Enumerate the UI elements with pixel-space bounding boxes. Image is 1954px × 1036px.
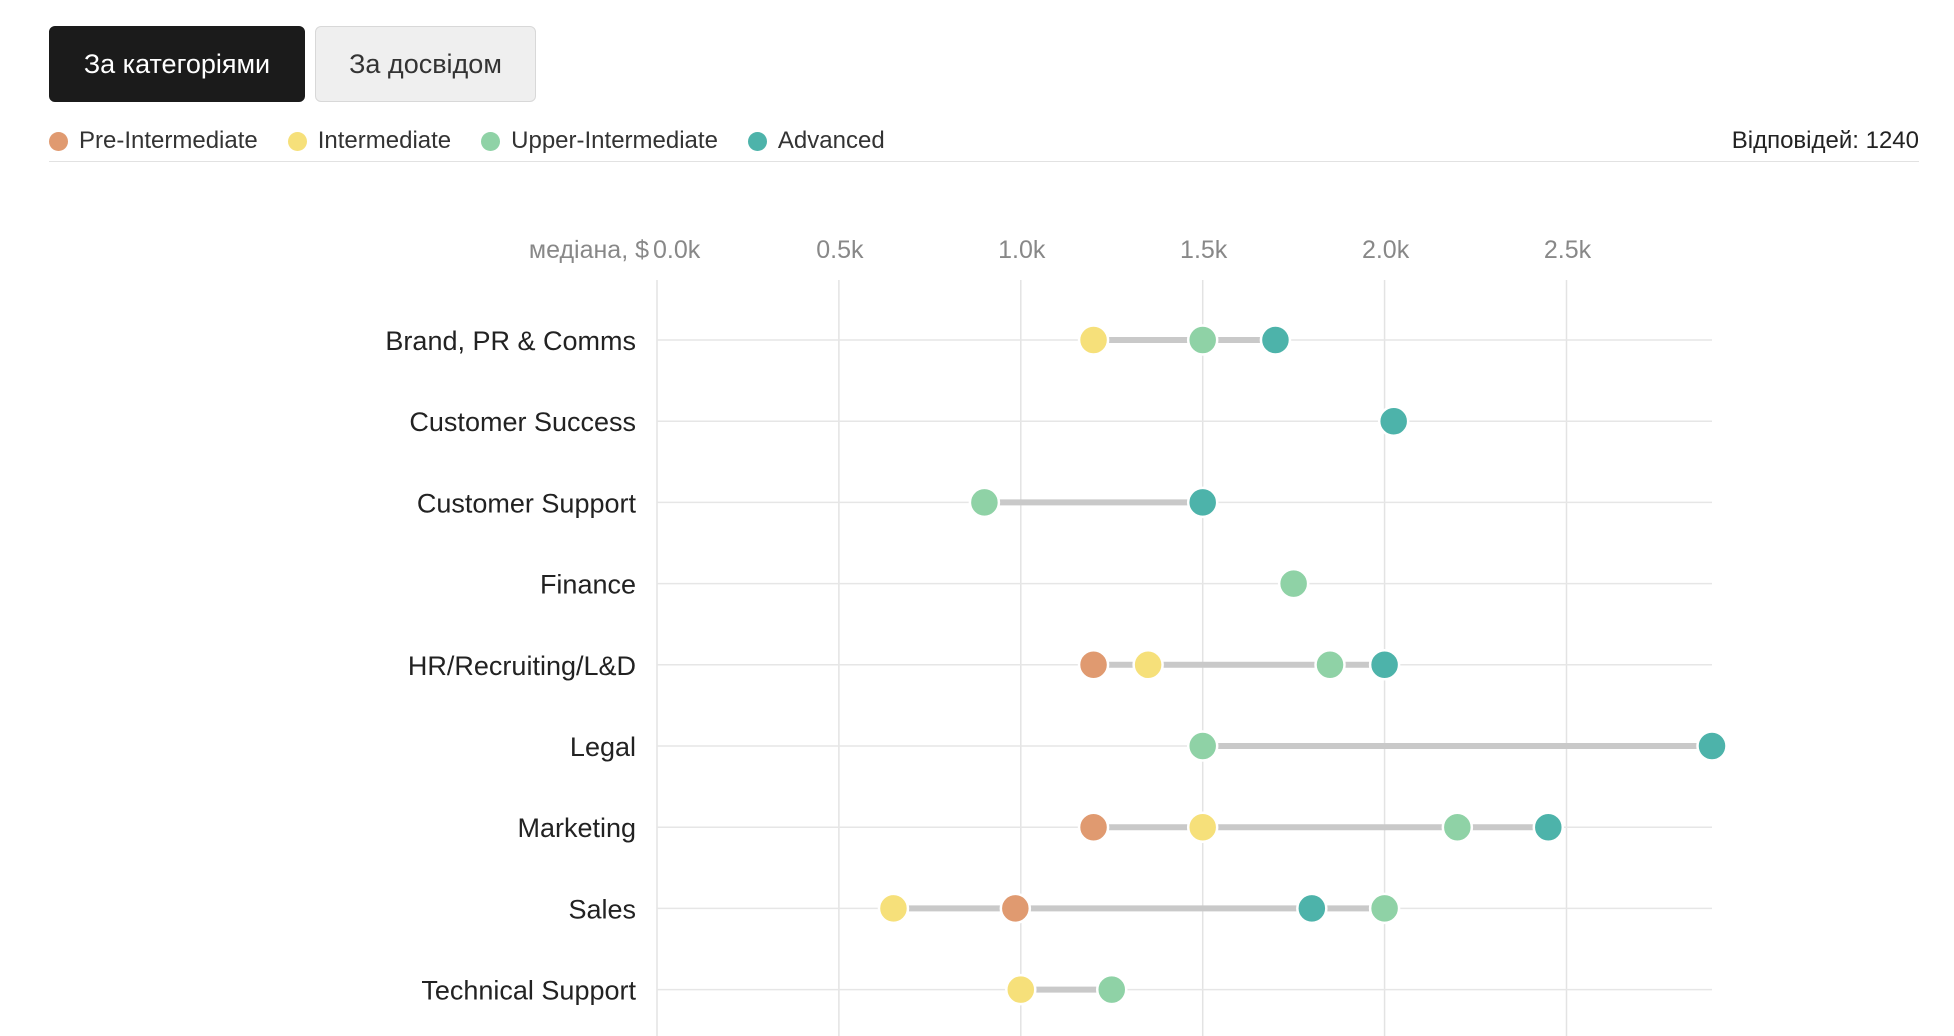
data-point[interactable]: [1377, 405, 1410, 437]
data-point[interactable]: [1186, 811, 1219, 843]
data-point[interactable]: [1441, 811, 1474, 843]
view-toggle: За категоріями За досвідом: [49, 26, 1919, 102]
data-point[interactable]: [968, 486, 1001, 519]
category-label: HR/Recruiting/L&D: [408, 651, 636, 681]
category-label: Brand, PR & Comms: [385, 326, 636, 356]
data-point[interactable]: [1077, 649, 1110, 681]
legend-label: Pre-Intermediate: [79, 127, 258, 154]
category-row: Legal: [570, 730, 1728, 762]
category-label: Sales: [568, 894, 636, 924]
x-axis-title: медіана, $: [529, 236, 649, 264]
data-point[interactable]: [1077, 811, 1110, 843]
data-point[interactable]: [1186, 324, 1219, 356]
legend-dot-icon: [747, 131, 767, 151]
data-point[interactable]: [1077, 324, 1110, 356]
category-label: Customer Success: [409, 407, 636, 437]
x-tick-label: 1.0k: [998, 236, 1046, 264]
data-point[interactable]: [1186, 730, 1219, 762]
legend-label: Upper-Intermediate: [511, 127, 718, 154]
legend-item: Upper-Intermediate: [481, 127, 718, 155]
category-label: Finance: [540, 570, 636, 600]
legend-dot-icon: [287, 131, 307, 151]
category-label: Customer Support: [417, 488, 637, 518]
category-row: Technical Support: [421, 973, 1712, 1006]
legend-label: Intermediate: [317, 127, 452, 154]
category-label: Legal: [570, 732, 636, 762]
category-row: Marketing: [517, 811, 1712, 843]
by-category-button[interactable]: За категоріями: [49, 26, 305, 102]
data-point[interactable]: [1132, 649, 1164, 681]
legend: Pre-Intermediate Intermediate Upper-Interm…: [49, 127, 885, 155]
category-row: Customer Support: [417, 486, 1712, 519]
data-point[interactable]: [1696, 730, 1728, 762]
data-point[interactable]: [999, 892, 1032, 925]
legend-dot-icon: [481, 131, 501, 151]
category-row: Brand, PR & Comms: [385, 324, 1712, 356]
data-point[interactable]: [1186, 486, 1219, 519]
data-point[interactable]: [1368, 649, 1401, 681]
by-experience-button[interactable]: За досвідом: [315, 26, 536, 102]
data-point[interactable]: [1368, 892, 1401, 925]
category-row: Sales: [568, 892, 1712, 925]
data-point[interactable]: [1532, 811, 1565, 843]
category-label: Marketing: [517, 813, 636, 843]
data-point[interactable]: [877, 892, 910, 925]
responses-count: Відповідей: 1240: [1731, 127, 1919, 154]
data-point[interactable]: [1314, 649, 1346, 681]
category-row: Finance: [540, 567, 1712, 600]
data-point[interactable]: [1277, 567, 1310, 600]
data-point[interactable]: [1005, 973, 1037, 1006]
data-point[interactable]: [1296, 892, 1328, 925]
legend-item: Pre-Intermediate: [49, 127, 258, 155]
legend-label: Advanced: [777, 127, 885, 154]
category-row: Customer Success: [409, 405, 1712, 437]
x-tick-label: 1.5k: [1180, 236, 1228, 264]
x-tick-label: 2.5k: [1544, 236, 1592, 264]
category-row: HR/Recruiting/L&D: [408, 649, 1712, 681]
x-tick-label: 0.0k: [653, 236, 701, 264]
legend-item: Advanced: [747, 127, 885, 155]
legend-row: Pre-Intermediate Intermediate Upper-Interm…: [49, 121, 1919, 162]
data-point[interactable]: [1095, 973, 1128, 1006]
legend-dot-icon: [49, 131, 68, 151]
category-label: Technical Support: [421, 976, 636, 1006]
x-tick-label: 0.5k: [816, 236, 864, 264]
panel: За категоріями За досвідом Pre-Intermedi…: [49, 26, 1919, 162]
data-point[interactable]: [1259, 324, 1292, 356]
legend-item: Intermediate: [287, 127, 452, 155]
x-tick-label: 2.0k: [1362, 236, 1410, 264]
